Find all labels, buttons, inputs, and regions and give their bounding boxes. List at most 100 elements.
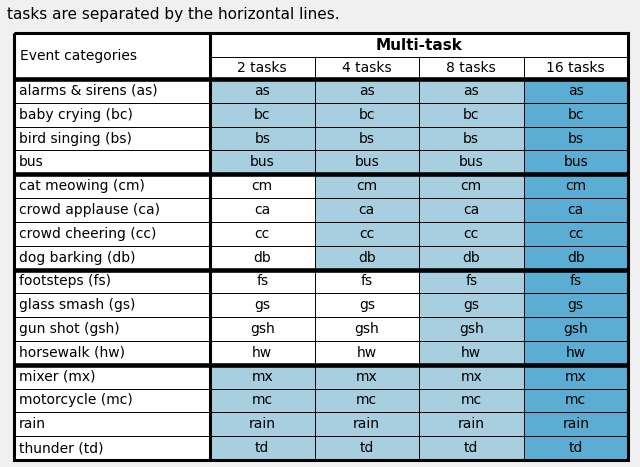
Text: cc: cc <box>568 227 584 241</box>
Bar <box>419 436 524 460</box>
Bar <box>524 174 628 198</box>
Bar <box>210 150 314 174</box>
Text: gs: gs <box>463 298 479 312</box>
Bar <box>524 222 628 246</box>
Text: mx: mx <box>565 370 587 384</box>
Text: baby crying (bc): baby crying (bc) <box>19 108 133 122</box>
Bar <box>14 33 628 79</box>
Bar <box>524 127 628 150</box>
Text: td: td <box>464 441 479 455</box>
Text: mc: mc <box>252 394 273 408</box>
Bar <box>314 198 419 222</box>
Bar <box>314 412 419 436</box>
Text: as: as <box>568 84 584 98</box>
Text: cc: cc <box>359 227 374 241</box>
Text: rain: rain <box>249 417 276 432</box>
Text: fs: fs <box>256 275 268 289</box>
Text: cm: cm <box>252 179 273 193</box>
Bar <box>314 127 419 150</box>
Bar <box>210 365 314 389</box>
Text: as: as <box>463 84 479 98</box>
Text: ca: ca <box>463 203 479 217</box>
Text: footsteps (fs): footsteps (fs) <box>19 275 111 289</box>
Bar <box>419 293 524 317</box>
Bar <box>419 79 524 103</box>
Bar <box>314 389 419 412</box>
Text: gs: gs <box>359 298 375 312</box>
Text: fs: fs <box>465 275 477 289</box>
Text: thunder (td): thunder (td) <box>19 441 104 455</box>
Text: db: db <box>462 251 480 265</box>
Text: fs: fs <box>570 275 582 289</box>
Bar <box>210 246 314 269</box>
Bar <box>524 198 628 222</box>
Bar <box>210 222 314 246</box>
Text: mx: mx <box>252 370 273 384</box>
Bar <box>524 150 628 174</box>
Text: bus: bus <box>459 156 484 170</box>
Text: rain: rain <box>563 417 589 432</box>
Bar <box>14 412 210 436</box>
Bar <box>210 436 314 460</box>
Bar <box>419 317 524 341</box>
Bar <box>419 198 524 222</box>
Bar <box>210 79 314 103</box>
Text: td: td <box>360 441 374 455</box>
Bar <box>314 341 419 365</box>
Text: gs: gs <box>254 298 270 312</box>
Bar <box>14 79 210 103</box>
Bar <box>419 365 524 389</box>
Bar <box>210 341 314 365</box>
Text: mx: mx <box>460 370 482 384</box>
Text: gs: gs <box>568 298 584 312</box>
Bar <box>419 174 524 198</box>
Text: as: as <box>254 84 270 98</box>
Text: ca: ca <box>568 203 584 217</box>
Bar <box>314 222 419 246</box>
Bar <box>14 246 210 269</box>
Bar <box>314 246 419 269</box>
Text: td: td <box>568 441 583 455</box>
Bar <box>14 436 210 460</box>
Text: hw: hw <box>252 346 272 360</box>
Bar <box>14 127 210 150</box>
Bar <box>14 341 210 365</box>
Text: horsewalk (hw): horsewalk (hw) <box>19 346 125 360</box>
Text: as: as <box>359 84 374 98</box>
Bar <box>419 412 524 436</box>
Bar <box>314 436 419 460</box>
Bar <box>314 103 419 127</box>
Bar <box>14 103 210 127</box>
Bar <box>210 174 314 198</box>
Text: gun shot (gsh): gun shot (gsh) <box>19 322 120 336</box>
Bar <box>419 269 524 293</box>
Bar <box>314 79 419 103</box>
Bar <box>14 150 210 174</box>
Bar <box>419 127 524 150</box>
Text: gsh: gsh <box>250 322 275 336</box>
Bar <box>419 389 524 412</box>
Text: mc: mc <box>356 394 378 408</box>
Bar <box>419 341 524 365</box>
Bar <box>524 436 628 460</box>
Text: bs: bs <box>359 132 375 146</box>
Text: 4 tasks: 4 tasks <box>342 61 392 75</box>
Text: bs: bs <box>254 132 270 146</box>
Text: bus: bus <box>355 156 379 170</box>
Bar <box>210 127 314 150</box>
Bar <box>524 365 628 389</box>
Text: gsh: gsh <box>355 322 379 336</box>
Text: cm: cm <box>356 179 378 193</box>
Text: crowd cheering (cc): crowd cheering (cc) <box>19 227 156 241</box>
Bar <box>524 103 628 127</box>
Bar <box>314 317 419 341</box>
Text: ca: ca <box>358 203 375 217</box>
Bar <box>210 389 314 412</box>
Text: Event categories: Event categories <box>20 49 137 63</box>
Bar <box>14 174 210 198</box>
Bar <box>14 365 210 389</box>
Text: alarms & sirens (as): alarms & sirens (as) <box>19 84 157 98</box>
Bar <box>419 246 524 269</box>
Text: cm: cm <box>565 179 586 193</box>
Text: bus: bus <box>563 156 588 170</box>
